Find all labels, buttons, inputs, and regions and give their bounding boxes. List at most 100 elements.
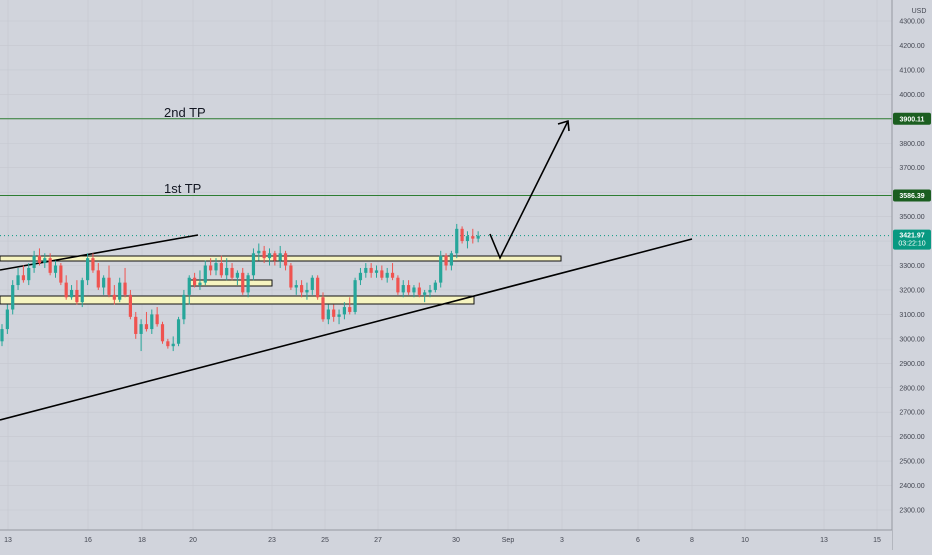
candle[interactable] bbox=[444, 253, 448, 271]
candle[interactable] bbox=[364, 263, 368, 278]
candle[interactable] bbox=[449, 250, 453, 271]
candle[interactable] bbox=[91, 253, 95, 273]
candle[interactable] bbox=[214, 258, 218, 276]
time-label: 13 bbox=[820, 537, 828, 544]
candle[interactable] bbox=[257, 243, 261, 261]
candle[interactable] bbox=[134, 311, 138, 339]
candle[interactable] bbox=[267, 248, 272, 266]
candle[interactable] bbox=[209, 258, 213, 276]
candle[interactable] bbox=[348, 297, 352, 315]
candle[interactable] bbox=[198, 270, 202, 290]
candle[interactable] bbox=[460, 226, 464, 244]
candle[interactable] bbox=[353, 277, 357, 315]
candle[interactable] bbox=[300, 280, 304, 298]
candle[interactable] bbox=[401, 280, 405, 298]
candle[interactable] bbox=[21, 265, 25, 283]
candle[interactable] bbox=[358, 267, 363, 286]
candle[interactable] bbox=[118, 277, 122, 303]
candle[interactable] bbox=[396, 275, 400, 295]
candle[interactable] bbox=[235, 270, 239, 286]
candle[interactable] bbox=[27, 263, 31, 286]
candle[interactable] bbox=[112, 285, 116, 305]
candle[interactable] bbox=[305, 282, 309, 300]
candle[interactable] bbox=[96, 263, 100, 290]
candle[interactable] bbox=[176, 316, 181, 347]
candle[interactable] bbox=[80, 277, 84, 308]
candle[interactable] bbox=[102, 275, 106, 295]
candle[interactable] bbox=[16, 267, 20, 290]
candle[interactable] bbox=[187, 275, 191, 305]
candle[interactable] bbox=[310, 275, 314, 295]
candle-body bbox=[80, 280, 84, 303]
candle[interactable] bbox=[59, 263, 63, 286]
candle[interactable] bbox=[283, 250, 288, 271]
candle[interactable] bbox=[374, 265, 379, 278]
candle[interactable] bbox=[193, 272, 197, 288]
candle[interactable] bbox=[321, 292, 325, 322]
candle[interactable] bbox=[107, 265, 111, 298]
time-axis-panel[interactable] bbox=[0, 530, 892, 550]
candle[interactable] bbox=[128, 289, 132, 320]
candle[interactable] bbox=[369, 263, 373, 278]
candle[interactable] bbox=[166, 338, 170, 349]
candle[interactable] bbox=[123, 267, 127, 298]
candle[interactable] bbox=[332, 304, 336, 322]
candle[interactable] bbox=[53, 260, 58, 278]
candle[interactable] bbox=[390, 263, 395, 281]
candle[interactable] bbox=[48, 253, 52, 276]
candle[interactable] bbox=[289, 263, 293, 290]
candle[interactable] bbox=[43, 253, 47, 268]
first-tp-label: 1st TP bbox=[164, 181, 201, 196]
candle[interactable] bbox=[423, 289, 427, 303]
candle[interactable] bbox=[262, 245, 266, 264]
candle[interactable] bbox=[230, 263, 234, 281]
candle[interactable] bbox=[251, 248, 256, 281]
candle[interactable] bbox=[433, 280, 437, 293]
candle[interactable] bbox=[326, 304, 330, 325]
candle[interactable] bbox=[171, 336, 175, 352]
candle[interactable] bbox=[417, 282, 421, 298]
candle[interactable] bbox=[11, 280, 15, 315]
candle[interactable] bbox=[428, 285, 432, 298]
candle[interactable] bbox=[294, 280, 298, 295]
candle[interactable] bbox=[75, 280, 79, 305]
candle[interactable] bbox=[64, 275, 68, 300]
candle[interactable] bbox=[465, 231, 470, 249]
candle[interactable] bbox=[155, 307, 159, 327]
candle[interactable] bbox=[225, 258, 229, 281]
candle[interactable] bbox=[139, 319, 143, 352]
price-axis-panel[interactable] bbox=[892, 0, 932, 550]
candle[interactable] bbox=[219, 255, 223, 278]
candle[interactable] bbox=[86, 253, 90, 286]
candle[interactable] bbox=[455, 223, 459, 259]
candle[interactable] bbox=[476, 231, 480, 243]
last-price: 3421.97 bbox=[899, 233, 924, 240]
candle[interactable] bbox=[150, 309, 154, 334]
candle[interactable] bbox=[316, 275, 320, 300]
candle[interactable] bbox=[160, 321, 165, 344]
candle[interactable] bbox=[144, 311, 149, 332]
candle[interactable] bbox=[32, 250, 36, 273]
candle[interactable] bbox=[407, 280, 411, 295]
candle[interactable] bbox=[439, 250, 443, 288]
candle-body bbox=[96, 270, 100, 288]
candle[interactable] bbox=[342, 302, 346, 320]
candle[interactable] bbox=[278, 245, 282, 268]
candle[interactable] bbox=[69, 285, 74, 300]
candle[interactable] bbox=[5, 304, 9, 334]
candle[interactable] bbox=[0, 324, 4, 347]
candle[interactable] bbox=[273, 250, 277, 266]
candle[interactable] bbox=[203, 260, 207, 286]
rising-support-trendline[interactable] bbox=[0, 238, 693, 421]
candle[interactable] bbox=[385, 267, 389, 283]
candle[interactable] bbox=[37, 248, 42, 266]
candle[interactable] bbox=[471, 228, 475, 244]
candle[interactable] bbox=[412, 285, 416, 298]
candle[interactable] bbox=[182, 289, 186, 325]
candle[interactable] bbox=[246, 272, 250, 298]
candle-body bbox=[64, 282, 68, 298]
candle[interactable] bbox=[337, 309, 341, 325]
candle[interactable] bbox=[380, 265, 384, 281]
candle[interactable] bbox=[241, 267, 245, 295]
